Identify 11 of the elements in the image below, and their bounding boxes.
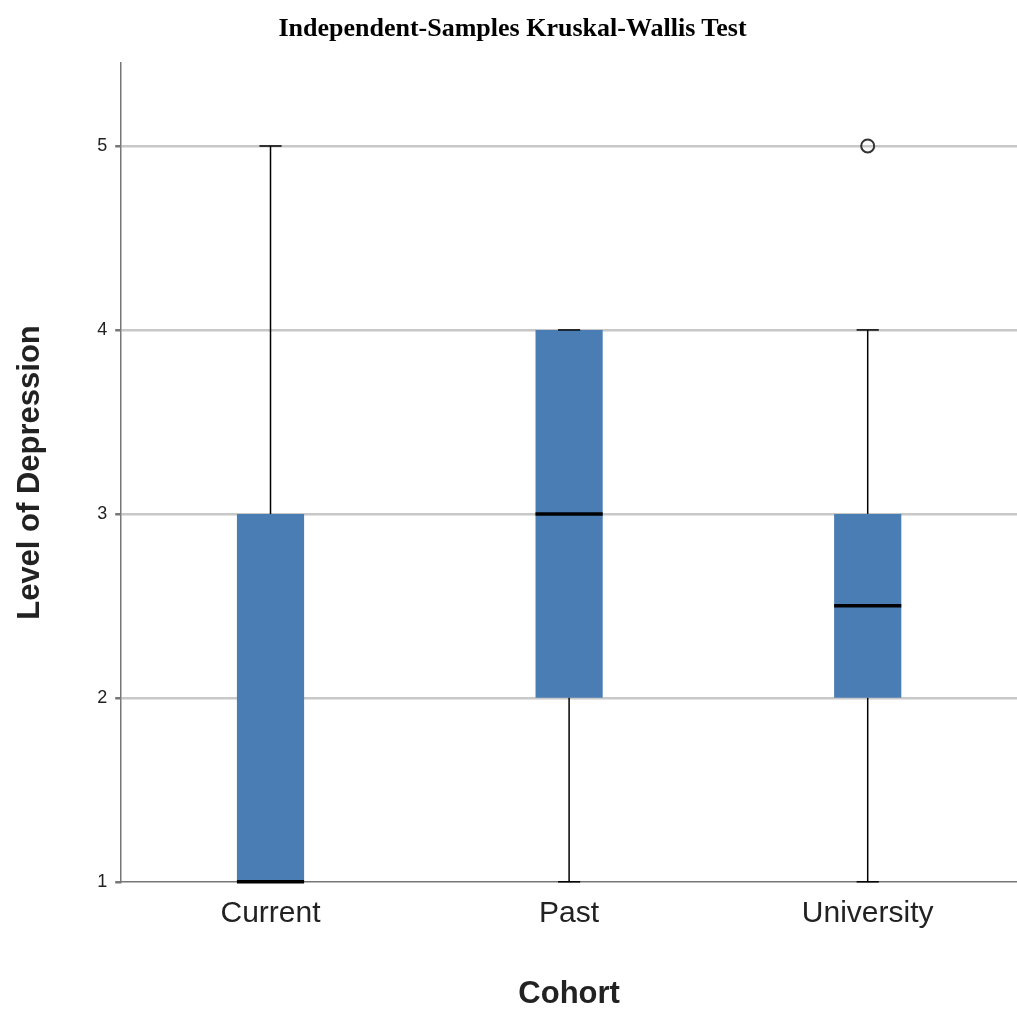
x-tick-label: University (801, 895, 934, 929)
y-tick-label: 3 (97, 502, 108, 523)
y-tick-label: 4 (97, 318, 108, 339)
x-axis-title: Cohort (518, 974, 620, 1010)
y-axis-title: Level of Depression (11, 325, 47, 620)
x-tick-label: Past (539, 895, 600, 929)
y-tick-label: 1 (97, 870, 108, 891)
x-tick-label: Current (220, 895, 322, 929)
chart-title: Independent-Samples Kruskal-Wallis Test (278, 13, 747, 43)
y-tick-label: 2 (97, 686, 108, 707)
y-tick-label: 5 (97, 134, 108, 155)
